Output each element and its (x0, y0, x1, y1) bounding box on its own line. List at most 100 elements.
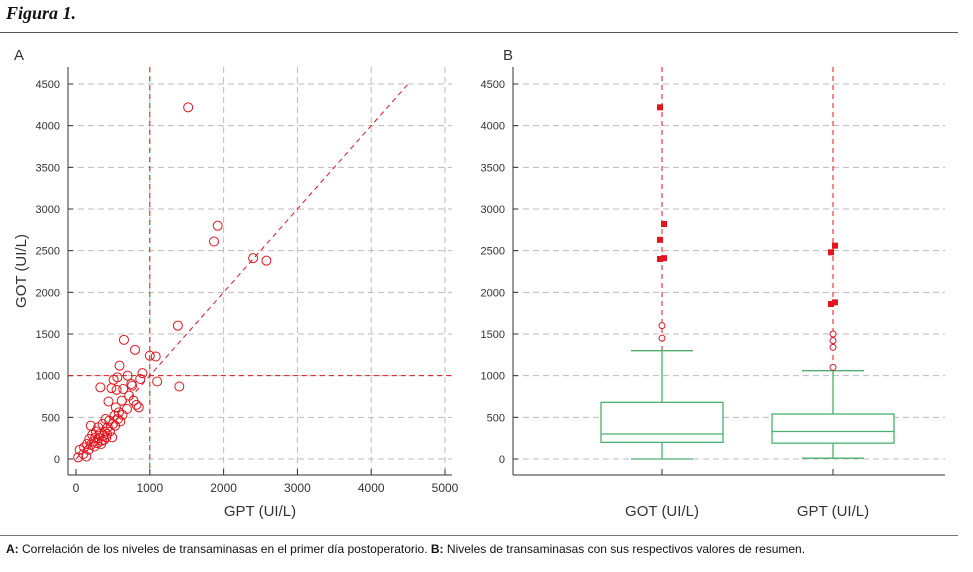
scatter-point (212, 220, 223, 231)
scatter-point (104, 426, 115, 437)
caption-b-text: Niveles de transaminasas con sus respect… (443, 542, 806, 556)
y-tick-label: 2000 (481, 287, 505, 299)
y-tick-label: 3000 (481, 204, 505, 216)
box-outlier-point (658, 334, 666, 342)
x-tick-label: 3000 (284, 481, 311, 495)
scatter-point (135, 374, 146, 384)
box-extreme-point (832, 242, 838, 249)
y-tick-label: 500 (42, 412, 60, 424)
box-iqr (771, 413, 895, 444)
y-tick-label: 0 (499, 454, 505, 466)
scatter-point (83, 444, 94, 455)
bottom-rule (0, 535, 958, 536)
box-extreme-point (828, 249, 834, 256)
y-tick-label: 2500 (481, 246, 505, 258)
box-extreme-point (828, 301, 834, 307)
box-extreme-point (661, 221, 667, 227)
scatter-point (130, 344, 141, 355)
scatter-point (87, 429, 98, 440)
y-tick-label: 1000 (36, 371, 60, 383)
panel-a-scatter: A 0 1000 2000 3000 4000 5000 0 500 1000 1500 2000 25… (13, 47, 459, 520)
scatter-point (101, 429, 112, 439)
caption-a-label: A: (6, 542, 19, 556)
y-tick-label: 4000 (36, 121, 60, 133)
y-tick-label: 0 (54, 454, 60, 466)
scatter-point (118, 384, 129, 394)
x-tick-label: 1000 (136, 481, 163, 495)
scatter-point (82, 439, 93, 449)
y-tick-label: 3500 (36, 162, 60, 174)
y-tick-label: 3500 (481, 162, 505, 174)
scatter-point (137, 368, 148, 379)
scatter-point (121, 404, 132, 414)
box-extreme-point (661, 255, 667, 262)
top-rule (0, 32, 958, 33)
scatter-point (172, 320, 183, 331)
scatter-point (106, 383, 117, 394)
scatter-point (152, 376, 163, 387)
scatter-point (261, 255, 272, 266)
x-tick-label: 0 (73, 481, 80, 495)
box-outlier-point (829, 343, 837, 351)
panel-a-label: A (14, 47, 24, 64)
scatter-point (112, 372, 123, 383)
scatter-point (150, 351, 161, 362)
box-outlier-point (829, 363, 837, 371)
scatter-point (126, 379, 137, 389)
figure-caption: A: Correlación de los niveles de transam… (6, 542, 805, 556)
panel-b-label: B (503, 47, 513, 64)
scatter-point (81, 451, 92, 462)
y-tick-label: 4500 (36, 79, 60, 91)
scatter-point (133, 402, 144, 413)
scatter-point (95, 382, 106, 393)
box-outlier-point (829, 337, 837, 345)
x-tick-label: 4000 (358, 481, 385, 495)
box-extreme-point (657, 236, 663, 243)
box-extreme-point (657, 104, 663, 111)
panel-b-boxplot: B 0 500 1000 1500 2000 2500 3000 3500 4000 4500 GOT… (481, 47, 945, 520)
scatter-point (144, 350, 155, 361)
y-axis-title: GOT (UI/L) (13, 234, 30, 308)
y-tick-label: 4000 (481, 121, 505, 133)
box-outlier-point (829, 330, 837, 338)
scatter-point (103, 396, 114, 407)
scatter-point (174, 381, 185, 392)
y-tick-label: 4500 (481, 79, 505, 91)
scatter-point (127, 380, 138, 391)
scatter-point (97, 419, 108, 429)
figure-charts: A0 1000 2000 3000 4000 5000050010001500200025… (13, 47, 945, 520)
y-tick-label: 1500 (36, 329, 60, 341)
caption-a-text: Correlación de los niveles de transamina… (18, 542, 431, 556)
category-label: GPT (UI/L) (797, 503, 869, 520)
box-extreme-point (657, 256, 663, 262)
y-tick-label: 3000 (36, 204, 60, 216)
figure-title: Figura 1. (6, 3, 77, 23)
box-iqr (600, 401, 724, 443)
scatter-point (248, 253, 259, 264)
y-tick-label: 1000 (481, 371, 505, 383)
scatter-point (110, 402, 121, 413)
scatter-point (118, 334, 129, 345)
scatter-point (209, 236, 220, 247)
scatter-point (101, 432, 112, 443)
scatter-point (73, 452, 84, 463)
scatter-point (131, 399, 142, 410)
y-tick-label: 1500 (481, 329, 505, 341)
scatter-point (122, 370, 133, 381)
category-label: GOT (UI/L) (625, 503, 699, 520)
scatter-point (111, 384, 122, 395)
box-outlier-point (658, 322, 666, 330)
x-tick-label: 5000 (432, 481, 459, 495)
caption-b-label: B: (430, 542, 444, 556)
y-tick-label: 2500 (36, 246, 60, 258)
box-extreme-point (832, 299, 838, 306)
scatter-point (107, 432, 118, 443)
x-tick-label: 2000 (210, 481, 237, 495)
scatter-point (114, 360, 125, 371)
y-tick-label: 2000 (36, 287, 60, 299)
scatter-point (115, 416, 126, 427)
scatter-point (183, 102, 194, 113)
x-axis-title: GPT (UI/L) (224, 503, 296, 520)
y-tick-label: 500 (487, 412, 505, 424)
scatter-point (116, 395, 127, 406)
